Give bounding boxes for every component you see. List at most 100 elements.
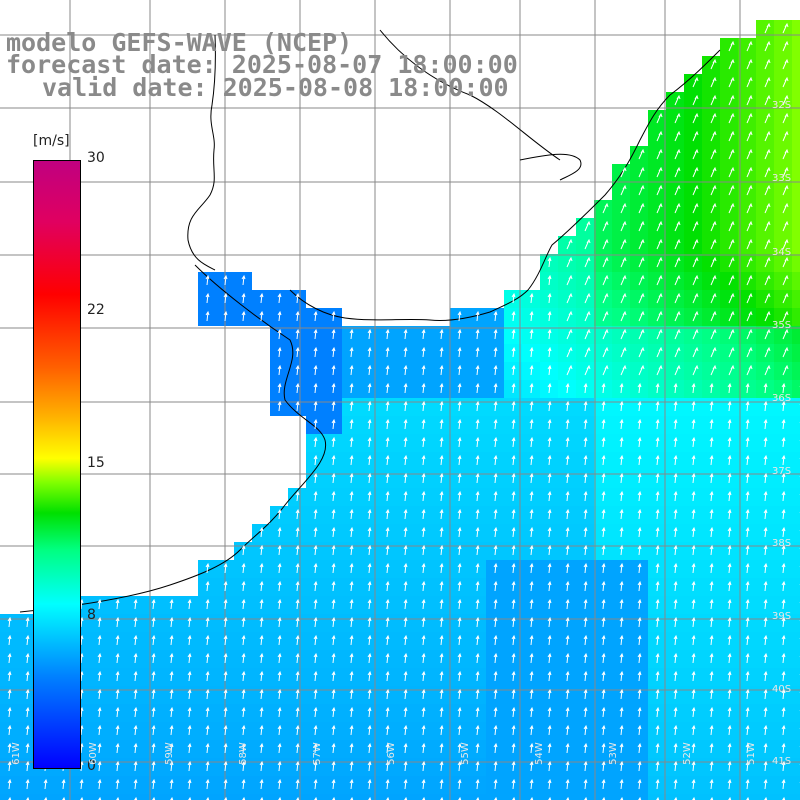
wind-arrow (421, 544, 426, 556)
wind-cell (684, 272, 702, 290)
wind-arrow (493, 580, 498, 592)
wind-arrow (763, 526, 768, 538)
wind-arrow (529, 760, 534, 772)
wind-arrow (565, 688, 570, 700)
wind-arrow (746, 94, 753, 106)
wind-arrow (692, 166, 699, 178)
wind-arrow (583, 742, 588, 754)
wind-arrow (475, 598, 480, 610)
wind-arrow (763, 544, 768, 556)
wind-arrow (601, 436, 606, 448)
wind-arrow (638, 256, 645, 268)
wind-arrow (313, 346, 318, 358)
wind-arrow (638, 166, 645, 178)
wind-arrow (277, 634, 282, 646)
wind-arrow (295, 688, 300, 700)
wind-arrow (493, 562, 498, 574)
wind-arrow (746, 202, 753, 214)
wind-arrow (602, 328, 609, 340)
wind-cell (702, 326, 720, 344)
wind-arrow (367, 418, 372, 430)
wind-arrow (421, 364, 426, 376)
wind-cell (684, 344, 702, 362)
wind-arrow (601, 526, 606, 538)
wind-arrow (223, 634, 228, 646)
wind-arrow (529, 400, 534, 412)
wind-cell (792, 290, 800, 308)
wind-arrow (727, 490, 732, 502)
wind-arrow (638, 238, 645, 250)
wind-arrow (745, 436, 750, 448)
wind-arrow (655, 418, 660, 430)
wind-arrow (259, 292, 264, 304)
wind-arrow (691, 724, 696, 736)
wind-arrow (727, 760, 732, 772)
wind-cell (756, 362, 774, 380)
wind-arrow (511, 544, 516, 556)
wind-arrow (673, 544, 678, 556)
wind-arrow (511, 382, 516, 394)
wind-arrow (313, 436, 318, 448)
wind-arrow (295, 382, 300, 394)
wind-cell (558, 344, 576, 362)
wind-arrow (205, 652, 210, 664)
wind-arrow (529, 616, 534, 628)
wind-arrow (746, 238, 753, 250)
wind-arrow (331, 688, 336, 700)
uruguay-coast (187, 34, 216, 271)
lat-label: 39S (772, 611, 792, 622)
wind-arrow (547, 688, 552, 700)
wind-arrow (566, 274, 573, 286)
wind-arrow (619, 562, 624, 574)
wind-cell (756, 128, 774, 146)
wind-arrow (691, 652, 696, 664)
wind-arrow (674, 202, 681, 214)
wind-arrow (583, 778, 588, 790)
wind-arrow (782, 22, 789, 34)
wind-arrow (782, 76, 789, 88)
wind-arrow (619, 436, 624, 448)
wind-cell (684, 200, 702, 218)
wind-arrow (619, 778, 624, 790)
wind-arrow (781, 778, 786, 790)
wind-cell (792, 506, 800, 524)
wind-arrow (710, 166, 717, 178)
wind-arrow (583, 706, 588, 718)
wind-cell (720, 254, 738, 272)
wind-arrow (674, 94, 681, 106)
wind-arrow (133, 688, 138, 700)
wind-arrow (673, 688, 678, 700)
wind-arrow (674, 364, 681, 376)
wind-arrow (547, 706, 552, 718)
wind-cell (630, 362, 648, 380)
wind-arrow (475, 670, 480, 682)
wind-arrow (673, 562, 678, 574)
wind-cell (666, 308, 684, 326)
wind-arrow (493, 472, 498, 484)
wind-cell (558, 272, 576, 290)
wind-cell (666, 218, 684, 236)
wind-arrow (764, 310, 771, 322)
wind-cell (738, 200, 756, 218)
wind-arrow (367, 616, 372, 628)
wind-speed-cells (0, 20, 800, 800)
wind-arrow (602, 220, 609, 232)
lon-label: 56W (385, 742, 397, 765)
wind-cell (792, 128, 800, 146)
wind-arrow (295, 544, 300, 556)
wind-arrow (241, 580, 246, 592)
wind-arrow (709, 382, 714, 394)
wind-arrow (403, 364, 408, 376)
lat-label: 37S (772, 466, 792, 477)
wind-arrow (403, 346, 408, 358)
wind-arrow (601, 706, 606, 718)
wind-arrow (565, 706, 570, 718)
wind-arrow (619, 760, 624, 772)
wind-cell (792, 686, 800, 704)
wind-arrow (584, 256, 591, 268)
wind-cell (684, 110, 702, 128)
wind-cell (630, 254, 648, 272)
wind-arrow (493, 436, 498, 448)
wind-arrow (511, 724, 516, 736)
